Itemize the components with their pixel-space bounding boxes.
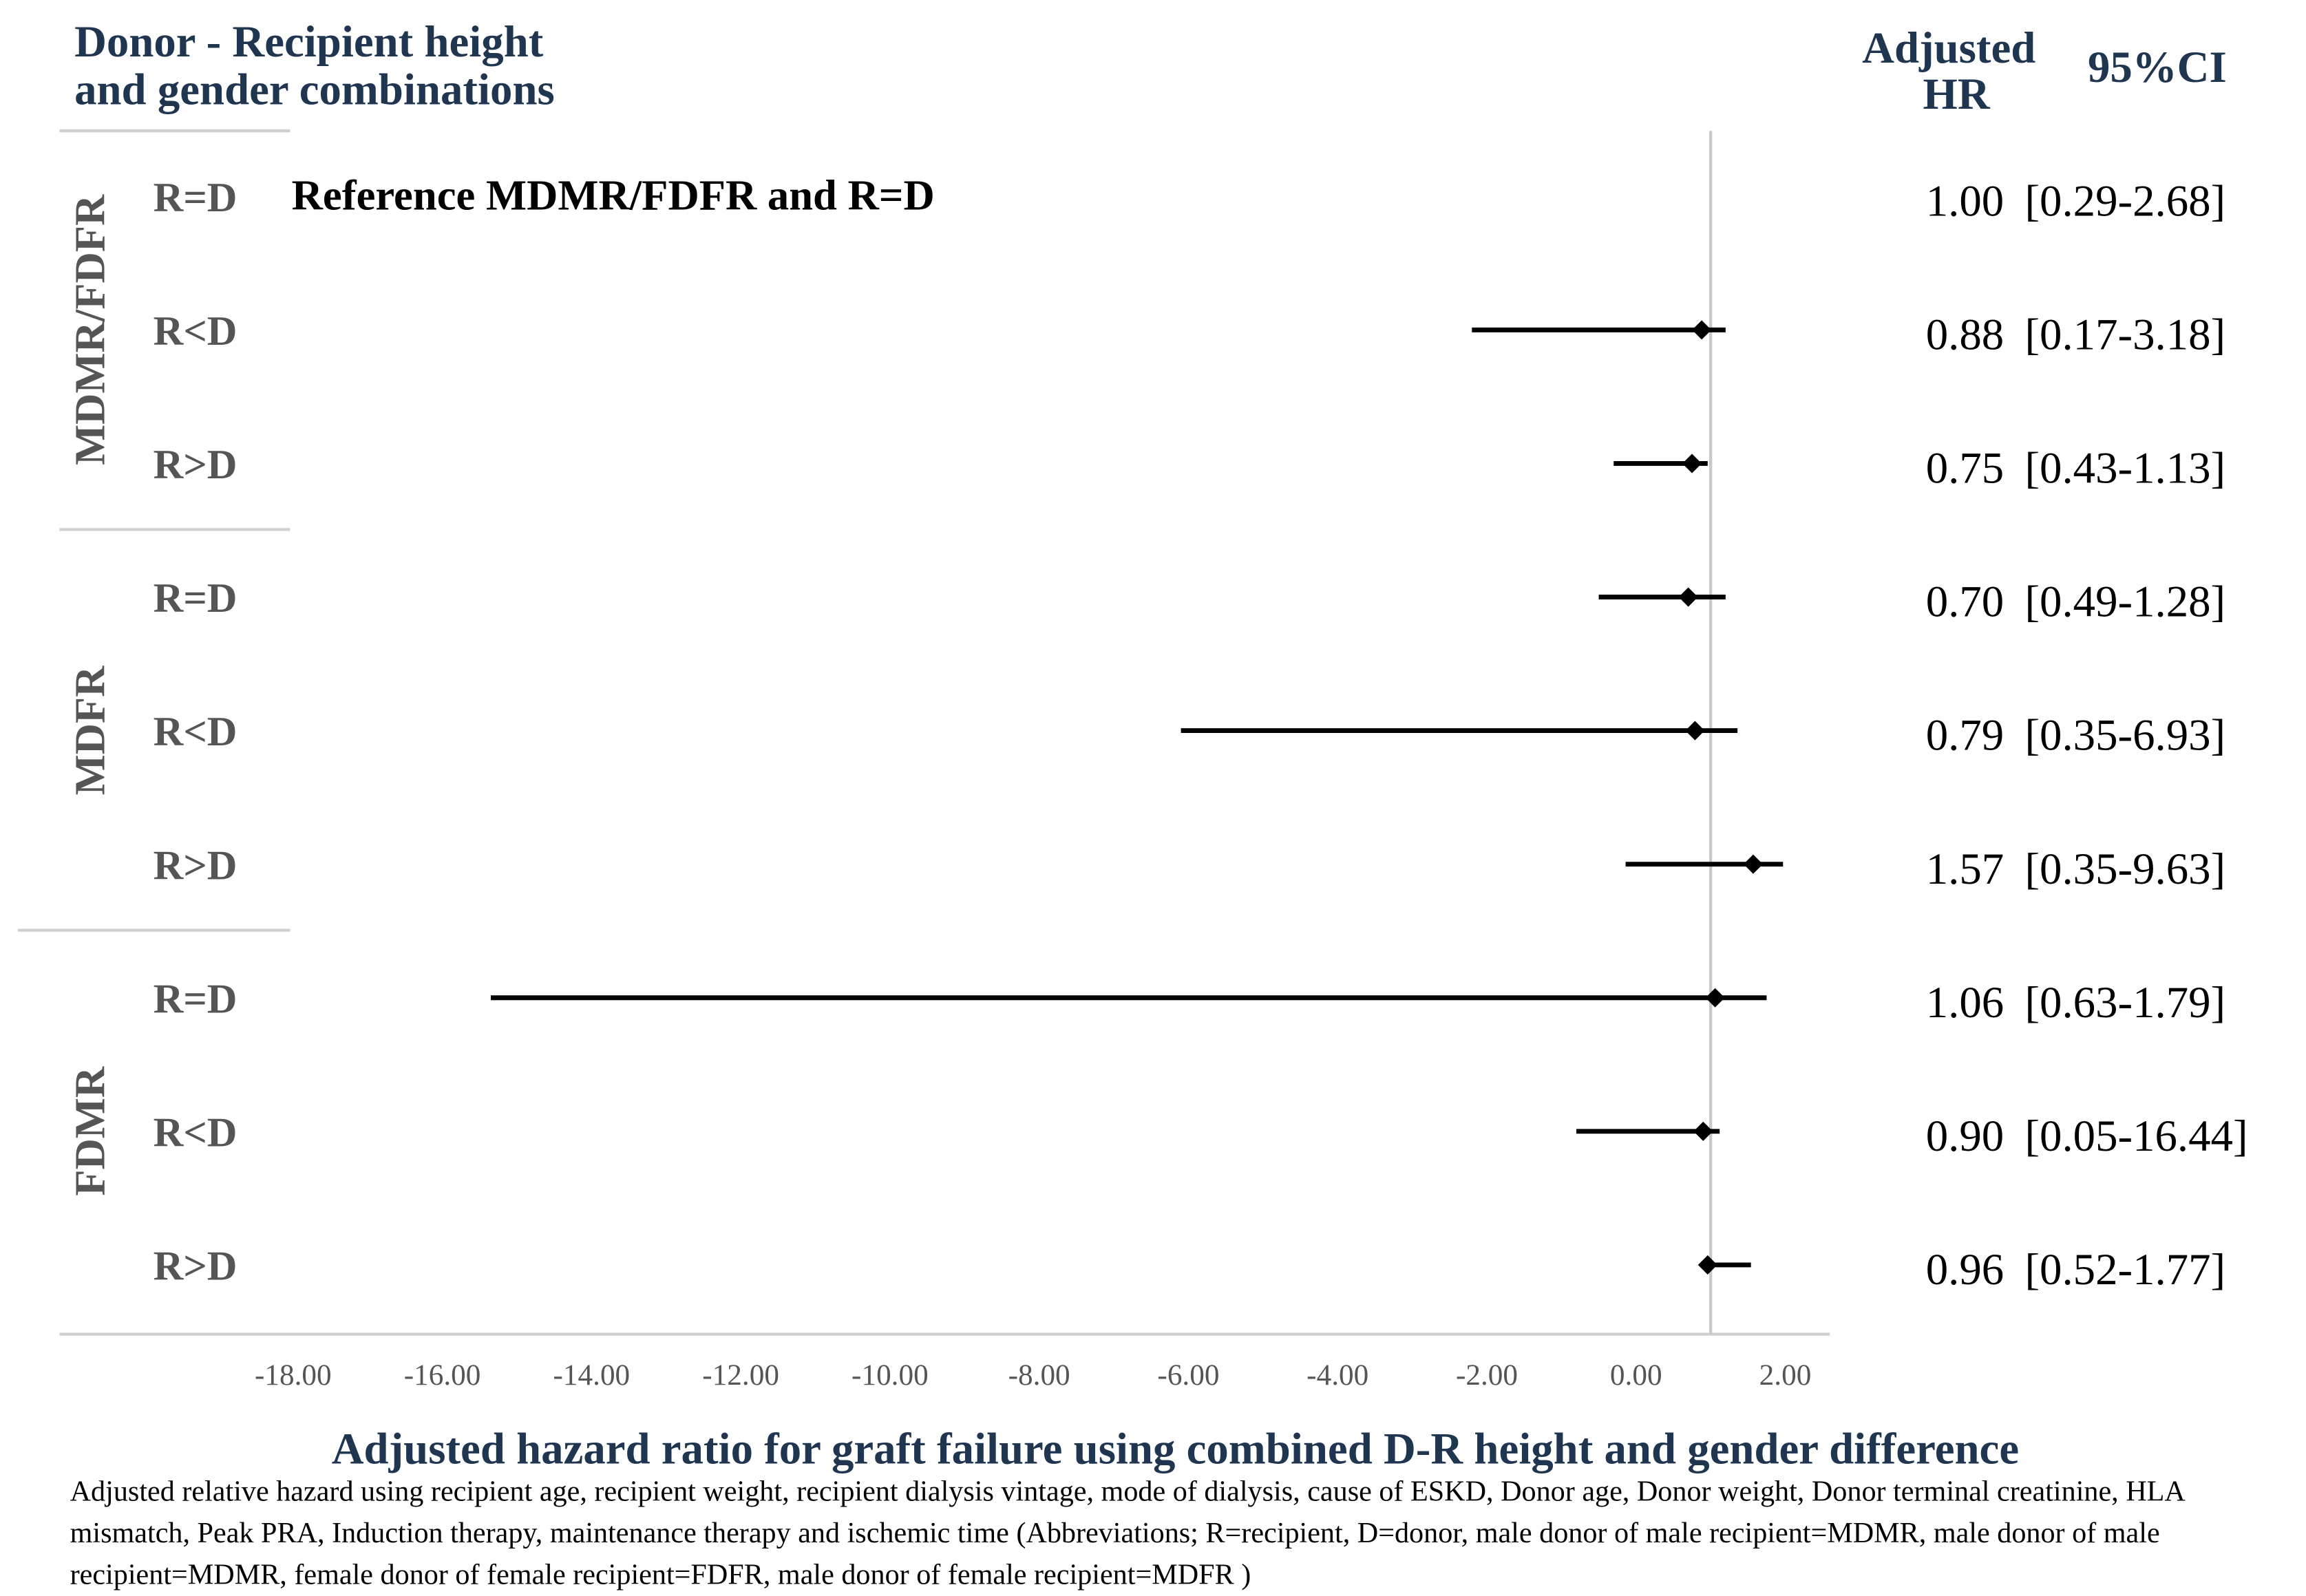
annotation: Reference MDMR/FDFR and R=D [292,171,935,220]
hr-value: 1.06 [1926,978,2004,1028]
row-header: and gender combinations [74,65,555,114]
hr-value: 0.90 [1926,1111,2004,1161]
ci-value: [0.29-2.68] [2024,176,2225,226]
x-tick-label: -18.00 [255,1359,332,1392]
x-tick-label: 0.00 [1610,1359,1662,1392]
category-label: R<D [154,1109,237,1156]
hr-value: 0.75 [1926,444,2004,493]
group-label: MDFR [65,666,114,796]
category-label: R<D [154,709,237,755]
group-label: MDMR/FDFR [65,194,114,465]
x-axis-title: Adjusted hazard ratio for graft failure … [332,1425,2019,1474]
hr-header: Adjusted [1862,23,2035,73]
x-tick-label: -8.00 [1008,1359,1070,1392]
hr-value: 1.00 [1926,176,2004,226]
x-tick-label: -6.00 [1157,1359,1219,1392]
point-estimate [1697,1255,1717,1275]
category-label: R=D [154,575,237,621]
ci-header: 95%CI [2088,43,2227,92]
row-header: Donor - Recipient height [74,17,544,67]
ci-value: [0.43-1.13] [2024,444,2225,493]
category-label: R>D [154,1244,237,1290]
point-estimate [1743,854,1763,874]
x-tick-label: 2.00 [1759,1359,1812,1392]
hr-value: 1.57 [1926,844,2004,894]
group-label: FDMR [65,1066,114,1196]
hr-value: 0.88 [1926,310,2004,359]
category-label: R=D [154,175,237,221]
x-tick-label: -14.00 [553,1359,631,1392]
ci-value: [0.17-3.18] [2024,310,2225,359]
point-estimate [1685,721,1705,741]
hr-header: HR [1923,70,1990,119]
ci-value: [0.63-1.79] [2024,978,2225,1028]
x-tick-label: -2.00 [1456,1359,1518,1392]
ci-value: [0.35-6.93] [2024,711,2225,760]
footnote: Adjusted relative hazard using recipient… [70,1477,2184,1592]
category-label: R=D [154,976,237,1022]
hr-value: 0.70 [1926,577,2004,627]
x-tick-label: -16.00 [404,1359,481,1392]
ci-value: [0.35-9.63] [2024,844,2225,894]
ci-value: [0.49-1.28] [2024,577,2225,627]
hr-value: 0.79 [1926,711,2004,760]
x-tick-label: -12.00 [702,1359,779,1392]
hr-value: 0.96 [1926,1245,2004,1295]
category-label: R>D [154,442,237,488]
ci-value: [0.52-1.77] [2024,1245,2225,1295]
point-estimate [1678,587,1698,607]
point-estimate [1705,988,1725,1008]
point-estimate [1692,320,1712,340]
category-label: R>D [154,842,237,889]
x-tick-label: -4.00 [1307,1359,1368,1392]
x-tick-label: -10.00 [851,1359,929,1392]
ci-value: [0.05-16.44] [2024,1111,2247,1161]
category-label: R<D [154,308,237,354]
footnote-box: Adjusted relative hazard using recipient… [70,1477,2184,1592]
point-estimate [1682,454,1702,474]
